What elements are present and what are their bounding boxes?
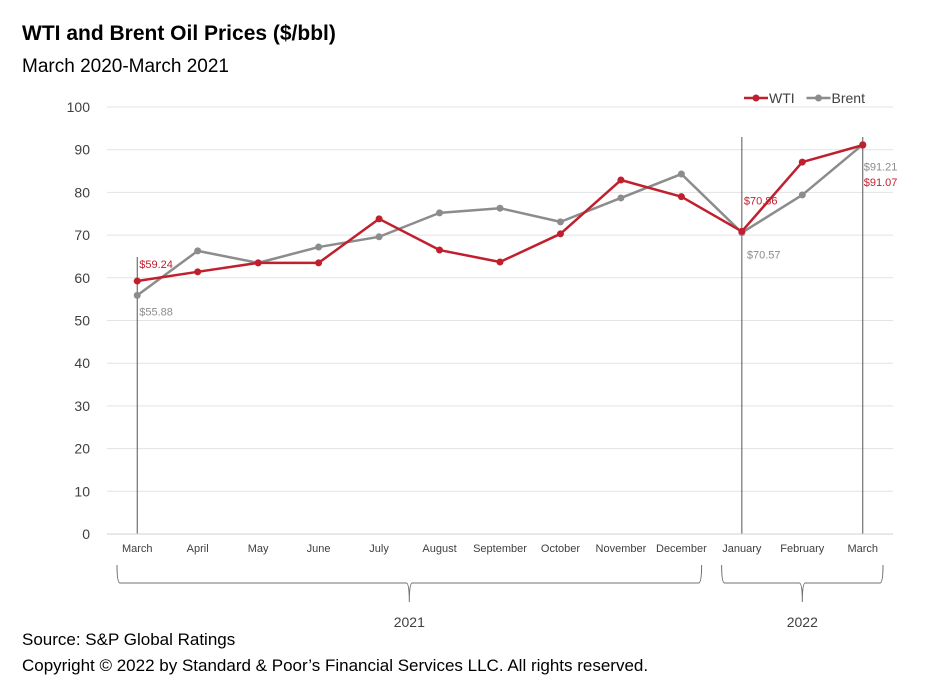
x-tick-label: October (541, 543, 580, 555)
data-point-brent (496, 204, 504, 212)
legend: WTI Brent (744, 90, 865, 106)
legend-marker-brent (815, 94, 822, 102)
data-point-wti (254, 259, 262, 267)
y-axis-ticks: 0 10 20 30 40 50 60 70 80 90 100 (67, 99, 91, 542)
copyright-note: Copyright © 2022 by Standard & Poor’s Fi… (22, 656, 649, 675)
group-label: 2021 (394, 614, 425, 630)
legend-label-brent: Brent (832, 90, 866, 106)
x-tick-label: November (596, 543, 647, 555)
x-tick-label: February (780, 543, 825, 555)
x-tick-label: September (473, 543, 527, 555)
x-tick-label: March (122, 543, 153, 555)
x-tick-label: May (248, 543, 269, 555)
gridlines (107, 106, 893, 535)
x-tick-label: April (187, 543, 209, 555)
x-tick-label: March (847, 543, 878, 555)
series-lines (133, 141, 867, 299)
data-point-brent (436, 209, 444, 217)
data-point-brent (133, 291, 141, 299)
x-tick-label: July (369, 543, 389, 555)
y-tick-label: 90 (74, 142, 90, 158)
x-tick-label: June (307, 543, 331, 555)
group-bracket (721, 564, 884, 603)
source-note: Source: S&P Global Ratings (22, 630, 236, 649)
data-label: $91.21 (864, 162, 898, 174)
y-tick-label: 70 (74, 227, 90, 243)
chart-title: WTI and Brent Oil Prices ($/bbl) (22, 22, 336, 45)
data-point-brent (315, 243, 323, 251)
y-tick-label: 40 (74, 355, 90, 371)
chart-subtitle: March 2020-March 2021 (22, 56, 229, 77)
data-point-wti (738, 227, 746, 235)
data-point-wti (617, 176, 625, 184)
x-tick-label: January (722, 543, 762, 555)
data-point-brent (375, 233, 383, 241)
y-tick-label: 20 (74, 441, 90, 457)
data-point-wti (496, 258, 504, 266)
data-point-wti (859, 141, 867, 149)
y-tick-label: 50 (74, 313, 90, 329)
data-point-wti (556, 230, 564, 238)
x-axis-ticks: March April May June July August September Octo… (122, 543, 878, 555)
y-tick-label: 80 (74, 184, 90, 200)
data-point-brent (798, 191, 806, 199)
data-point-brent (194, 247, 202, 255)
data-point-wti (375, 215, 383, 223)
data-point-wti (194, 268, 202, 276)
data-point-brent (677, 170, 685, 178)
y-tick-label: 0 (82, 526, 90, 542)
category-group-brackets: 2021 2022 (116, 564, 884, 630)
x-tick-label: December (656, 543, 707, 555)
data-point-wti (677, 193, 685, 201)
data-point-wti (798, 158, 806, 166)
x-tick-label: August (422, 543, 456, 555)
data-point-wti (436, 246, 444, 254)
data-label: $59.24 (139, 259, 173, 271)
data-labels: $59.24 $55.88 $70.86 $70.57 $91.21 $91.07 (139, 162, 897, 319)
group-label: 2022 (787, 614, 818, 630)
y-tick-label: 60 (74, 270, 90, 286)
data-point-brent (556, 218, 564, 226)
legend-marker-wti (752, 94, 760, 102)
series-line-brent (136, 143, 864, 297)
data-point-wti (133, 277, 141, 285)
marker-lines (136, 137, 864, 534)
data-label: $55.88 (139, 306, 173, 318)
y-tick-label: 10 (74, 483, 90, 499)
y-tick-label: 30 (74, 398, 90, 414)
y-tick-label: 100 (67, 99, 91, 115)
group-bracket (116, 564, 703, 603)
data-label: $70.86 (744, 195, 778, 207)
data-point-brent (617, 194, 625, 202)
data-label: $70.57 (747, 250, 781, 262)
legend-label-wti: WTI (769, 90, 795, 106)
data-label: $91.07 (864, 177, 898, 189)
data-point-wti (315, 259, 323, 267)
